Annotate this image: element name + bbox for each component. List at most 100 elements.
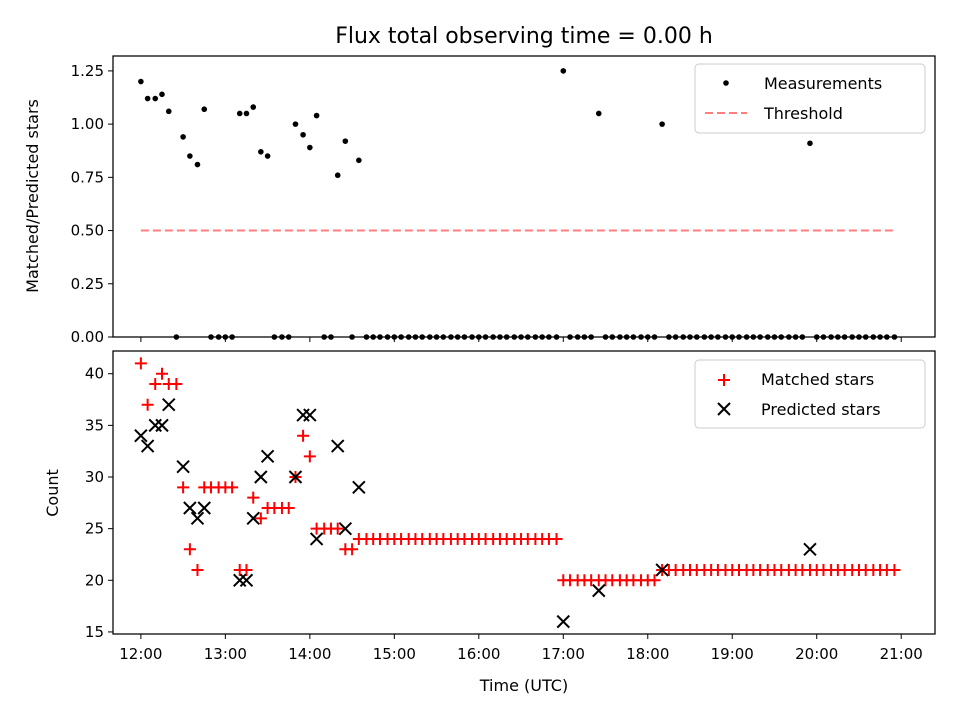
measurement-point (144, 95, 151, 102)
top-panel: 0.00 0.25 0.50 0.75 1.00 1.25 Matched/Predict… (23, 55, 936, 346)
matched-star-point (134, 357, 147, 370)
measurement-point (258, 148, 264, 155)
measurement-point (334, 172, 341, 179)
bottom-panel: 15 20 25 30 35 40 12:00 13:00 14:00 15:00 16:00 17… (43, 350, 936, 695)
predicted-star-point (592, 583, 606, 598)
matched-star-point (254, 512, 267, 525)
legend-predicted-marker (717, 402, 731, 416)
measurement-point (659, 121, 665, 127)
predicted-star-point (140, 439, 155, 453)
bottom-yticks: 15 20 25 30 35 40 (85, 365, 113, 641)
matched-star-point (331, 522, 344, 535)
matched-star-point (240, 563, 253, 576)
bottom-xticks: 12:00 13:00 14:00 15:00 16:00 17:00 18:00 19:00… (119, 634, 923, 663)
measurement-point (807, 140, 813, 147)
predicted-star-point (309, 532, 324, 546)
predicted-star-point (197, 501, 211, 515)
predicted-star-point (303, 408, 317, 422)
matched-star-point (170, 378, 183, 391)
top-ytick-label: 1.25 (71, 62, 104, 80)
matched-star-point (191, 563, 204, 576)
measurement-point (236, 110, 243, 117)
bottom-xtick-label: 16:00 (457, 645, 500, 663)
predicted-star-point (190, 511, 205, 526)
measurement-point (307, 144, 313, 151)
bottom-xlabel: Time (UTC) (479, 676, 568, 695)
measurement-point (138, 78, 144, 85)
matched-star-point (141, 398, 154, 411)
top-plot-frame (112, 55, 936, 338)
measurement-point (194, 161, 201, 168)
bottom-legend-box (694, 359, 926, 429)
measurement-point (356, 157, 362, 164)
bottom-xtick-label: 15:00 (373, 645, 416, 663)
matched-star-point (177, 481, 190, 494)
legend-measurements-marker (723, 80, 729, 86)
measurement-point (342, 138, 349, 144)
predicted-star-point (183, 501, 197, 515)
bottom-ytick-label: 25 (85, 520, 104, 538)
legend-matched-marker (718, 374, 730, 386)
matched-points (134, 357, 901, 587)
predicted-star-point (288, 470, 303, 484)
bottom-xtick-label: 18:00 (626, 645, 669, 663)
measurement-point (152, 95, 159, 102)
matched-star-point (297, 429, 310, 442)
matched-star-point (247, 491, 260, 504)
bottom-ytick-label: 20 (85, 571, 104, 589)
measurement-point (159, 91, 165, 98)
top-ylabel: Matched/Predicted stars (23, 99, 42, 293)
bottom-xtick-label: 21:00 (880, 645, 923, 663)
predicted-star-point (239, 573, 254, 587)
bottom-ytick-label: 15 (85, 623, 104, 641)
predicted-star-point (331, 439, 345, 453)
measurement-point (313, 112, 320, 119)
predicted-star-point (338, 521, 353, 536)
top-ytick-label: 0.25 (71, 275, 104, 293)
bottom-legend: Matched stars Predicted stars (694, 359, 926, 429)
bottom-xtick-label: 20:00 (795, 645, 838, 663)
predicted-star-point (655, 563, 669, 577)
bottom-ylabel: Count (43, 469, 62, 517)
measurement-point (250, 104, 257, 110)
predicted-star-point (803, 542, 817, 557)
bottom-xtick-label: 19:00 (711, 645, 754, 663)
bottom-xtick-label: 12:00 (119, 645, 162, 663)
measurement-point (243, 110, 250, 117)
predicted-star-point (176, 459, 190, 474)
predicted-star-point (352, 480, 366, 495)
measurement-point (560, 68, 567, 74)
predicted-star-point (260, 449, 275, 464)
top-ytick-label: 1.00 (71, 115, 104, 133)
measurement-point (165, 108, 172, 115)
measurement-point (180, 134, 186, 140)
bottom-xtick-label: 13:00 (204, 645, 247, 663)
measurement-point (201, 106, 208, 113)
matched-star-point (226, 481, 239, 494)
matched-star-point (888, 563, 901, 576)
top-ytick-label: 0.75 (71, 168, 104, 186)
predicted-star-point (134, 428, 148, 443)
matched-star-point (155, 367, 168, 380)
matched-star-point (303, 450, 316, 463)
bottom-xtick-label: 14:00 (288, 645, 331, 663)
matched-star-point (550, 532, 563, 545)
matched-star-point (149, 378, 162, 391)
predicted-star-point (556, 614, 570, 629)
top-yticks: 0.00 0.25 0.50 0.75 1.00 1.25 (71, 62, 113, 346)
measurement-point (595, 110, 602, 117)
legend-matched-label: Matched stars (761, 370, 874, 389)
measurement-point (292, 121, 299, 127)
chart-title: Flux total observing time = 0.00 h (335, 24, 713, 49)
top-ytick-label: 0.00 (71, 328, 104, 346)
bottom-ytick-label: 40 (85, 365, 104, 383)
predicted-points (134, 398, 817, 629)
bottom-ytick-label: 30 (85, 468, 104, 486)
measurement-point (300, 131, 306, 138)
legend-threshold-label: Threshold (763, 104, 843, 123)
predicted-star-point (155, 418, 169, 433)
top-legend: Measurements Threshold (694, 63, 926, 134)
matched-star-point (346, 543, 359, 556)
bottom-plot-frame (112, 350, 936, 635)
